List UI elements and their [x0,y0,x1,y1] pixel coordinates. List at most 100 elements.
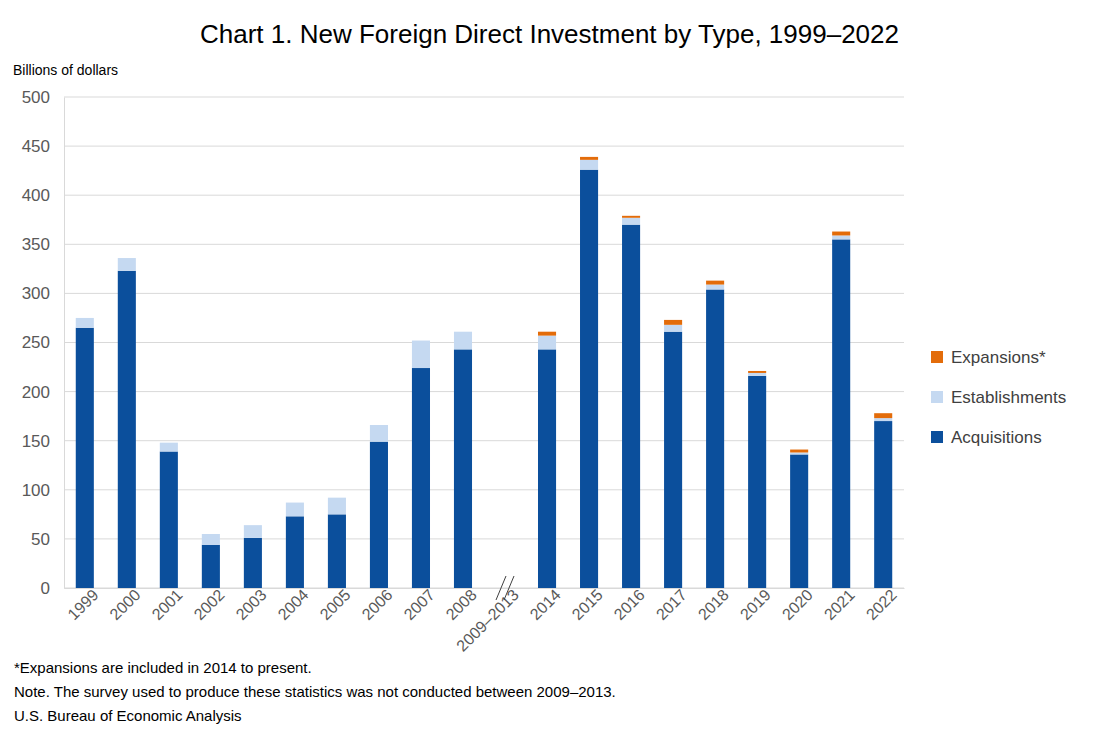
footnote: Note. The survey used to produce these s… [14,683,616,700]
grid-line [64,342,904,343]
bar [748,373,766,376]
x-tick: 2015 [569,586,606,623]
bar [706,281,724,285]
bar [832,232,850,236]
bar [202,545,220,588]
bar [748,376,766,588]
bar [874,421,892,588]
bar [580,160,598,170]
x-tick: 2020 [779,586,816,623]
x-tick: 2005 [317,586,354,623]
x-axis-line [65,588,905,589]
bar [748,371,766,373]
x-tick-label: 2000 [106,586,143,623]
bar [790,452,808,454]
bar [538,349,556,588]
legend-label: Expansions* [951,348,1046,367]
grid-line [64,391,904,392]
bar [622,225,640,588]
bar [706,289,724,588]
x-tick-label: 2004 [275,586,312,623]
grid-line [64,538,904,539]
y-tick: 350 [22,235,64,254]
bar [286,503,304,517]
bar [244,525,262,538]
x-tick-label: 2001 [148,586,185,623]
title: Chart 1. New Foreign Direct Investment b… [200,19,899,49]
bar [622,216,640,218]
x-tick: 2017 [653,586,690,623]
y-tick-label: 500 [22,88,50,107]
bar [244,538,262,588]
legend-swatch [931,431,943,443]
grid-line [64,588,904,589]
grid-line [64,489,904,490]
y-tick-label: 400 [22,186,50,205]
grid-line [64,146,904,147]
x-tick: 2004 [275,586,312,623]
y-tick: 50 [31,530,64,549]
x-tick-label: 2016 [611,586,648,623]
x-tick-label: 2003 [233,586,270,623]
x-tick: 2003 [233,586,270,623]
legend-swatch [931,391,943,403]
y-tick-label: 300 [22,284,50,303]
x-tick-label: 1999 [64,586,101,623]
bar [160,452,178,588]
legend-label: Establishments [951,388,1066,407]
bar [832,235,850,239]
y-tick: 0 [41,579,64,598]
x-tick: 2008 [443,586,480,623]
bar [370,442,388,588]
x-tick-label: 2014 [527,586,564,623]
bar [76,318,94,328]
x-tick: 2000 [106,586,143,623]
legend-label: Acquisitions [951,428,1042,447]
bar [580,157,598,160]
y-tick: 200 [22,383,64,402]
x-tick: 2022 [863,586,900,623]
axis-break [496,576,506,600]
x-tick: 2016 [611,586,648,623]
y-tick-label: 150 [22,432,50,451]
x-tick: 2001 [148,586,185,623]
bar [622,218,640,225]
axis-break [504,576,514,600]
footnote: *Expansions are included in 2014 to pres… [14,659,312,676]
y-tick: 300 [22,284,64,303]
x-tick-label: 2017 [653,586,690,623]
x-tick-label: 2008 [443,586,480,623]
plot: 0501001502002503003504004505001999200020… [22,88,905,655]
y-tick: 150 [22,432,64,451]
legend-item: Acquisitions [931,428,1042,447]
bar [76,328,94,588]
x-tick-label: 2009–2013 [453,586,522,655]
x-tick: 2021 [821,586,858,623]
bar [874,413,892,418]
bar [832,239,850,588]
y-tick-label: 350 [22,235,50,254]
footnote: U.S. Bureau of Economic Analysis [14,707,242,724]
y-tick-label: 250 [22,333,50,352]
grid-line [64,293,904,294]
x-tick-label: 2018 [695,586,732,623]
bar [706,285,724,290]
y-tick: 450 [22,137,64,156]
series [538,157,892,453]
bar [664,332,682,588]
x-tick-label: 2006 [359,586,396,623]
y-axis-line [64,98,65,589]
y-tick: 100 [22,481,64,500]
x-axis: 1999200020012002200320042005200620072008… [64,586,904,655]
bar [412,368,430,588]
x-tick-label: 2022 [863,586,900,623]
y-tick-label: 450 [22,137,50,156]
bar [286,516,304,588]
x-tick: 2018 [695,586,732,623]
y-axis-title: Billions of dollars [13,62,118,78]
y-tick: 500 [22,88,64,107]
grid-line [64,244,904,245]
bar [412,341,430,368]
x-tick: 2009–2013 [453,586,522,655]
y-tick-label: 0 [41,579,50,598]
